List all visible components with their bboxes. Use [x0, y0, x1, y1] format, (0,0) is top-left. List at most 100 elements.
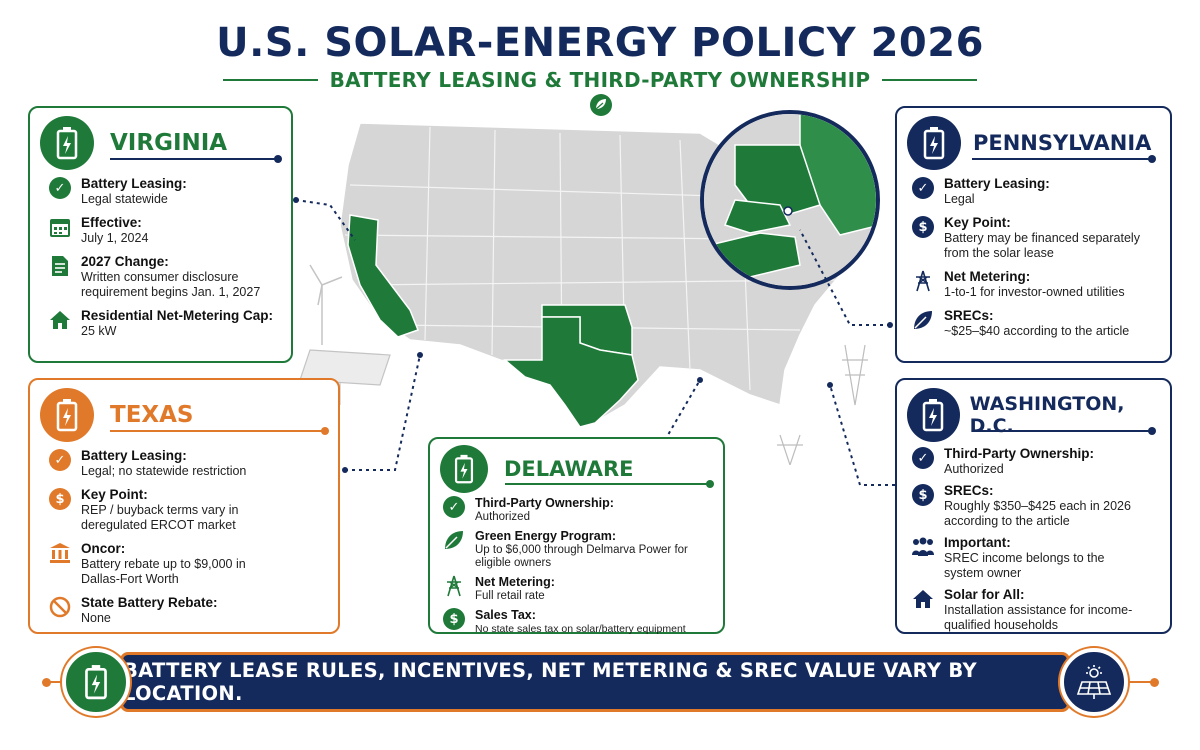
list-item: Important: SREC income belongs to the sys…: [911, 535, 1166, 581]
item-value: Battery may be financed separately from …: [944, 231, 1140, 260]
list-item: ✓ Third-Party Ownership: Authorized: [442, 495, 722, 524]
card-virginia: VIRGINIA ✓ Battery Leasing: Legal statewi…: [28, 106, 293, 363]
list-item: ✓ Third-Party Ownership: Authorized: [911, 446, 1166, 477]
check-circle-icon: ✓: [442, 495, 466, 519]
list-item: ✓ Battery Leasing: Legal; no statewide re…: [48, 448, 328, 479]
wind-turbine-icon: [309, 264, 343, 345]
dollar-icon: $: [48, 487, 72, 511]
card-delaware: DELAWARE ✓ Third-Party Ownership: Authori…: [428, 437, 725, 636]
check-circle-icon: ✓: [911, 176, 935, 200]
item-label: SRECs:: [944, 308, 994, 323]
item-label: Key Point:: [81, 487, 148, 502]
dollar-icon: $: [911, 215, 935, 239]
card-texas: TEXAS ✓ Battery Leasing: Legal; no statew…: [28, 378, 340, 634]
item-value: 1-to-1 for investor-owned utilities: [944, 285, 1125, 299]
prohibited-icon: [48, 595, 72, 619]
item-label: Battery Leasing:: [81, 176, 187, 191]
leaf-icon: [911, 308, 935, 332]
item-label: Green Energy Program:: [475, 529, 617, 543]
subtitle-rule-right: [882, 79, 978, 81]
header-rule: [972, 155, 1156, 163]
dollar-icon: $: [442, 607, 466, 631]
item-value: Full retail rate: [475, 590, 545, 602]
battery-icon: [62, 648, 130, 716]
power-tower-illustration: [777, 344, 868, 465]
header-rule: [972, 427, 1156, 435]
list-item: State Battery Rebate: None: [48, 595, 328, 626]
item-value: Legal: [944, 192, 975, 206]
map-state-texas: [502, 316, 639, 428]
item-value: Written consumer disclosure requirement …: [81, 270, 261, 299]
banner-wire-left: [46, 681, 66, 683]
map-state-pennsylvania: [724, 199, 792, 234]
house-icon: [911, 587, 935, 611]
banner-dot-left: [42, 678, 51, 687]
item-list: ✓ Battery Leasing: Legal $ Key Point: Batt…: [911, 176, 1166, 347]
item-value: July 1, 2024: [81, 231, 149, 245]
battery-icon: [40, 116, 94, 170]
power-tower-icon: [442, 574, 466, 598]
item-label: Important:: [944, 535, 1011, 550]
calendar-icon: [48, 215, 72, 239]
item-label: Battery Leasing:: [944, 176, 1050, 191]
battery-icon: [907, 116, 961, 170]
battery-icon: [40, 388, 94, 442]
item-value: Authorized: [475, 511, 530, 523]
item-value: Authorized: [944, 462, 1004, 476]
check-circle-icon: ✓: [911, 446, 935, 470]
state-name: TEXAS: [110, 402, 194, 428]
state-name: VIRGINIA: [110, 130, 228, 156]
list-item: Solar for All: Installation assistance fo…: [911, 587, 1166, 633]
list-item: ✓ Battery Leasing: Legal: [911, 176, 1166, 207]
us-map: [299, 110, 880, 465]
state-name: DELAWARE: [504, 457, 634, 481]
dollar-icon: $: [911, 483, 935, 507]
item-label: 2027 Change:: [81, 254, 169, 269]
list-item: 2027 Change: Written consumer disclosure …: [48, 254, 288, 300]
list-item: Effective: July 1, 2024: [48, 215, 288, 246]
list-item: $ SRECs: Roughly $350–$425 each in 2026 a…: [911, 483, 1166, 529]
list-item: Residential Net-Metering Cap: 25 kW: [48, 308, 288, 339]
state-name: PENNSYLVANIA: [973, 131, 1152, 155]
item-label: Sales Tax:: [475, 608, 536, 622]
item-label: Effective:: [81, 215, 142, 230]
map-marker-dc: [783, 206, 793, 216]
item-value: Battery rebate up to $9,000 in Dallas-Fo…: [81, 557, 246, 586]
list-item: SRECs: ~$25–$40 according to the article: [911, 308, 1166, 339]
subtitle-row: BATTERY LEASING & THIRD-PARTY OWNERSHIP: [0, 68, 1200, 92]
house-icon: [48, 308, 72, 332]
item-label: State Battery Rebate:: [81, 595, 218, 610]
list-item: Green Energy Program: Up to $6,000 throug…: [442, 528, 722, 570]
item-value: Roughly $350–$425 each in 2026 according…: [944, 499, 1131, 528]
banner-dot-right: [1150, 678, 1159, 687]
item-list: ✓ Third-Party Ownership: Authorized $ SRE…: [911, 446, 1166, 633]
item-list: ✓ Battery Leasing: Legal; no statewide re…: [48, 448, 328, 634]
list-item: $ Sales Tax: No state sales tax on solar/…: [442, 607, 722, 636]
item-label: Residential Net-Metering Cap:: [81, 308, 274, 323]
item-label: Net Metering:: [944, 269, 1031, 284]
list-item: ✓ Battery Leasing: Legal statewide: [48, 176, 288, 207]
bank-icon: [48, 541, 72, 565]
leaf-icon: [442, 528, 466, 552]
solar-panel-icon: [1060, 648, 1128, 716]
list-item: Oncor: Battery rebate up to $9,000 in Dal…: [48, 541, 328, 587]
item-label: Third-Party Ownership:: [475, 496, 614, 510]
item-value: None: [81, 611, 111, 625]
item-value: Installation assistance for income-quali…: [944, 603, 1133, 632]
check-circle-icon: ✓: [48, 448, 72, 472]
solar-array-illustration: [299, 349, 391, 405]
item-list: ✓ Third-Party Ownership: Authorized Green…: [442, 495, 722, 636]
item-label: Key Point:: [944, 215, 1011, 230]
item-value: ~$25–$40 according to the article: [944, 324, 1130, 338]
item-label: Battery Leasing:: [81, 448, 187, 463]
check-circle-icon: ✓: [48, 176, 72, 200]
item-value: 25 kW: [81, 324, 117, 338]
list-item: Net Metering: 1-to-1 for investor-owned u…: [911, 269, 1166, 300]
card-pennsylvania: PENNSYLVANIA ✓ Battery Leasing: Legal $ K…: [895, 106, 1172, 363]
page-title: U.S. SOLAR-ENERGY POLICY 2026: [216, 20, 984, 66]
item-label: Net Metering:: [475, 575, 555, 589]
item-list: ✓ Battery Leasing: Legal statewide Effect…: [48, 176, 288, 347]
list-item: Net Metering: Full retail rate: [442, 574, 722, 603]
list-item: $ Key Point: REP / buyback terms vary in …: [48, 487, 328, 533]
